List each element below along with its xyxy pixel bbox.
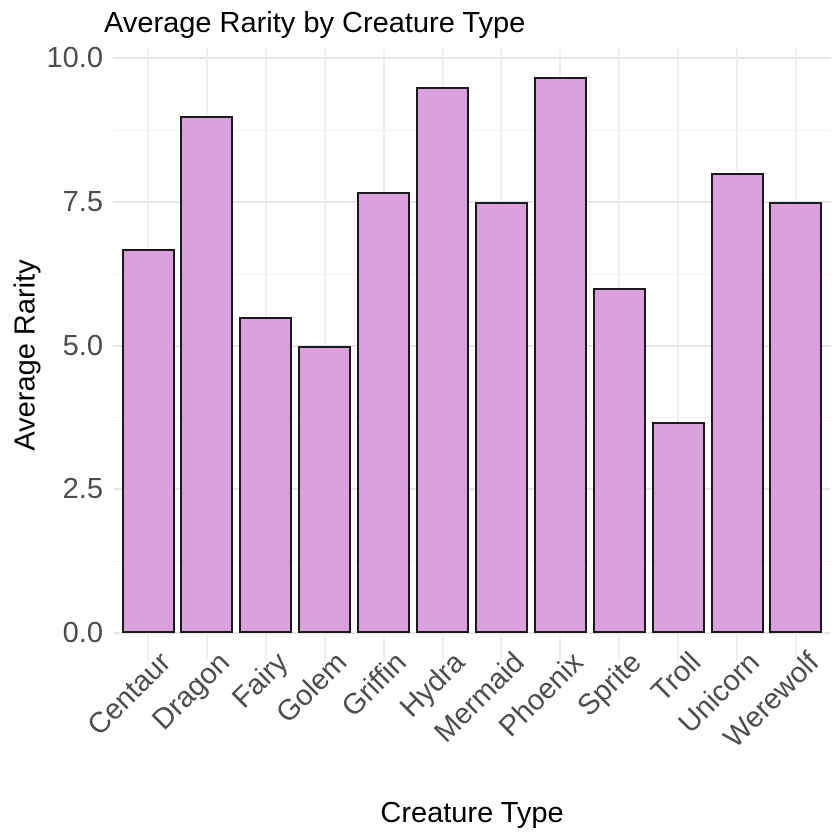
bar-werewolf [769,201,823,633]
gridline-vertical [677,49,680,661]
bar-centaur [121,249,175,633]
gridline-major [113,200,831,203]
bar-unicorn [710,173,764,633]
bar-fairy [239,316,293,633]
gridline-minor [113,129,831,131]
gridline-major [113,632,831,634]
y-axis-title: Average Rarity [9,259,42,451]
chart-title: Average Rarity by Creature Type [104,7,526,39]
bar-sprite [592,288,646,633]
y-tick-label: 10.0 [46,42,103,74]
y-tick-label: 0.0 [62,617,103,649]
y-tick-label: 7.5 [62,185,103,218]
gridline-major [113,488,831,491]
y-tick-label: 5.0 [62,329,103,362]
x-axis-title: Creature Type [380,797,564,829]
bar-mermaid [474,201,528,633]
gridline-minor [113,561,831,563]
plot-panel [113,49,831,661]
bar-troll [651,421,705,633]
bar-griffin [357,191,411,633]
bar-golem [298,345,352,633]
gridline-major [113,57,831,59]
y-tick-label: 2.5 [62,473,103,506]
bar-phoenix [533,76,587,633]
gridline-major [113,344,831,347]
gridline-minor [113,417,831,419]
bar-hydra [416,86,470,633]
gridline-minor [113,273,831,275]
bar-dragon [180,115,234,633]
